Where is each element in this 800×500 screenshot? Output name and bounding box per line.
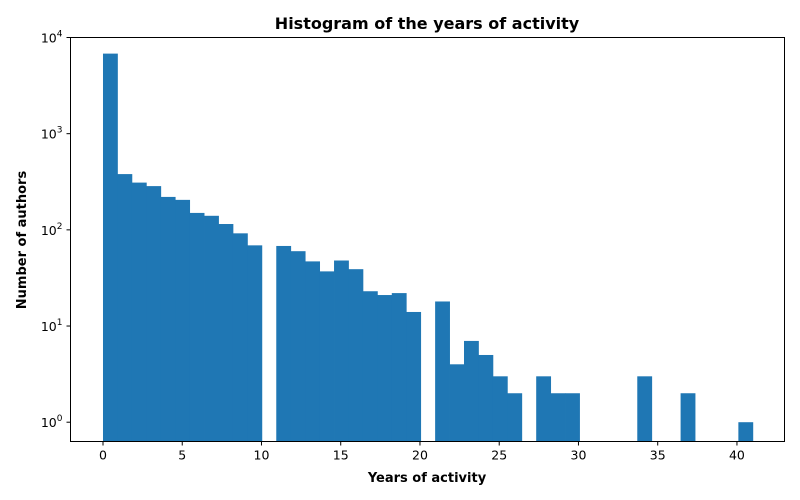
x-tick-label: 40 [729, 448, 745, 463]
x-tick-label: 25 [491, 448, 507, 463]
y-tick-label: 100 [41, 414, 63, 430]
histogram-bars [102, 53, 754, 442]
histogram-bar-13 [305, 261, 321, 442]
histogram-bar-18 [377, 295, 393, 442]
histogram-bar-21 [435, 301, 450, 442]
histogram-bar-9 [232, 233, 248, 442]
histogram-bar-23 [464, 340, 479, 442]
histogram-bar-10 [247, 245, 263, 442]
x-tick-label: 20 [412, 448, 428, 463]
histogram-bar-31 [680, 393, 696, 442]
x-tick-label: 0 [99, 448, 107, 463]
histogram-bar-5 [175, 199, 191, 442]
histogram-bar-26 [507, 393, 523, 442]
histogram-bar-20 [406, 311, 422, 442]
histogram-bar-15 [334, 260, 349, 442]
histogram-bar-4 [160, 196, 176, 442]
y-axis-label: Number of authors [15, 171, 30, 310]
histogram-bar-30 [637, 376, 653, 442]
y-tick-label: 104 [41, 30, 63, 46]
histogram-bar-0 [102, 53, 118, 442]
x-tick-label: 5 [178, 448, 186, 463]
histogram-bar-24 [478, 354, 494, 442]
plot-frame [70, 37, 785, 442]
y-tick-label: 102 [41, 222, 63, 238]
histogram-bar-29 [565, 393, 580, 442]
x-tick-label: 35 [650, 448, 666, 463]
histogram-bar-11 [276, 245, 292, 442]
chart-title: Histogram of the years of activity [275, 14, 580, 33]
histogram-bar-19 [391, 293, 407, 442]
x-axis-ticks: 0 5 10 15 20 25 30 35 40 [99, 441, 745, 463]
histogram-bar-2 [131, 182, 147, 442]
histogram-bar-6 [189, 212, 205, 442]
x-tick-label: 30 [571, 448, 587, 463]
x-tick-label: 10 [254, 448, 270, 463]
histogram-bar-32 [738, 422, 754, 442]
histogram-bar-12 [290, 251, 306, 442]
x-axis-label: Years of activity [367, 471, 487, 486]
histogram-bar-7 [204, 215, 219, 442]
histogram-bar-22 [449, 364, 465, 442]
y-axis-ticks: 100 101 102 103 104 [41, 30, 71, 430]
histogram-bar-27 [536, 376, 552, 442]
y-tick-label: 101 [41, 318, 63, 334]
x-tick-label: 15 [333, 448, 349, 463]
histogram-bar-28 [550, 393, 566, 442]
histogram-bar-3 [146, 186, 162, 442]
histogram-bar-16 [348, 269, 364, 442]
histogram-bar-14 [319, 271, 335, 442]
histogram-bar-25 [492, 376, 508, 442]
histogram-bar-1 [117, 174, 133, 442]
histogram-bar-17 [362, 291, 378, 442]
histogram-bar-8 [218, 224, 234, 442]
y-tick-label: 103 [41, 126, 63, 142]
